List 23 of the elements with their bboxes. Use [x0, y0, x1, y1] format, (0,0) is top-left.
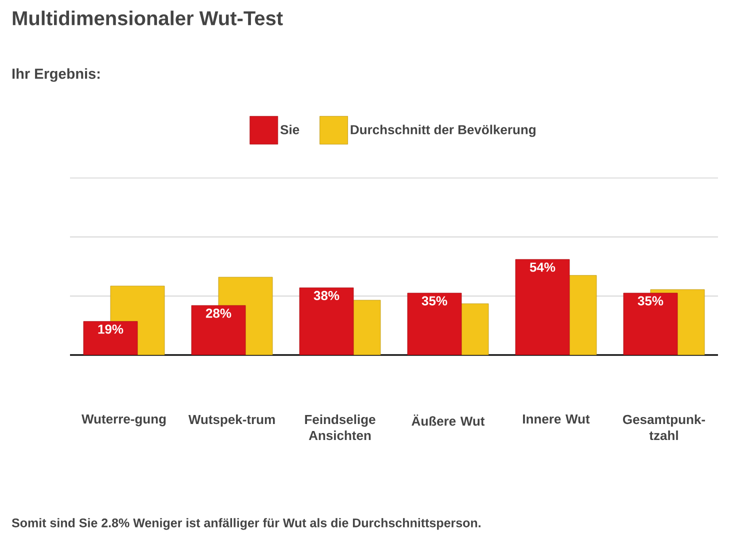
x-tick-label: Innere Wut [523, 414, 590, 424]
chart-title: Multidimensionaler Wut-Test [12, 10, 283, 26]
bar [515, 259, 570, 355]
data-label: 35% [422, 296, 448, 306]
chart-subtitle: Ihr Ergebnis: [12, 68, 100, 82]
x-tick-label: Feindselige Ansichten [305, 414, 376, 440]
data-label: 54% [530, 262, 556, 272]
data-label: 38% [314, 290, 340, 300]
bar [407, 292, 462, 355]
x-tick-label: Wuterre-gung [82, 414, 166, 426]
x-tick-label: Gesamtpunk-tzahl [622, 414, 706, 440]
bar [83, 321, 138, 355]
data-label: 35% [638, 296, 664, 306]
x-tick-label: Wutspek-trum [188, 414, 275, 427]
legend-label: Durchschnitt der Bevölkerung [350, 124, 536, 137]
bar [191, 305, 246, 355]
text: Somit sind Sie 2.8% Weniger ist anfälliger für Wut als die Durchschnittsperson. [12, 518, 480, 530]
data-label: 19% [98, 324, 124, 334]
bar [299, 288, 354, 355]
bar [623, 292, 678, 355]
x-tick-label: Äußere Wut [412, 414, 485, 426]
data-label: 28% [206, 308, 232, 318]
legend-label: Sie [280, 124, 300, 134]
